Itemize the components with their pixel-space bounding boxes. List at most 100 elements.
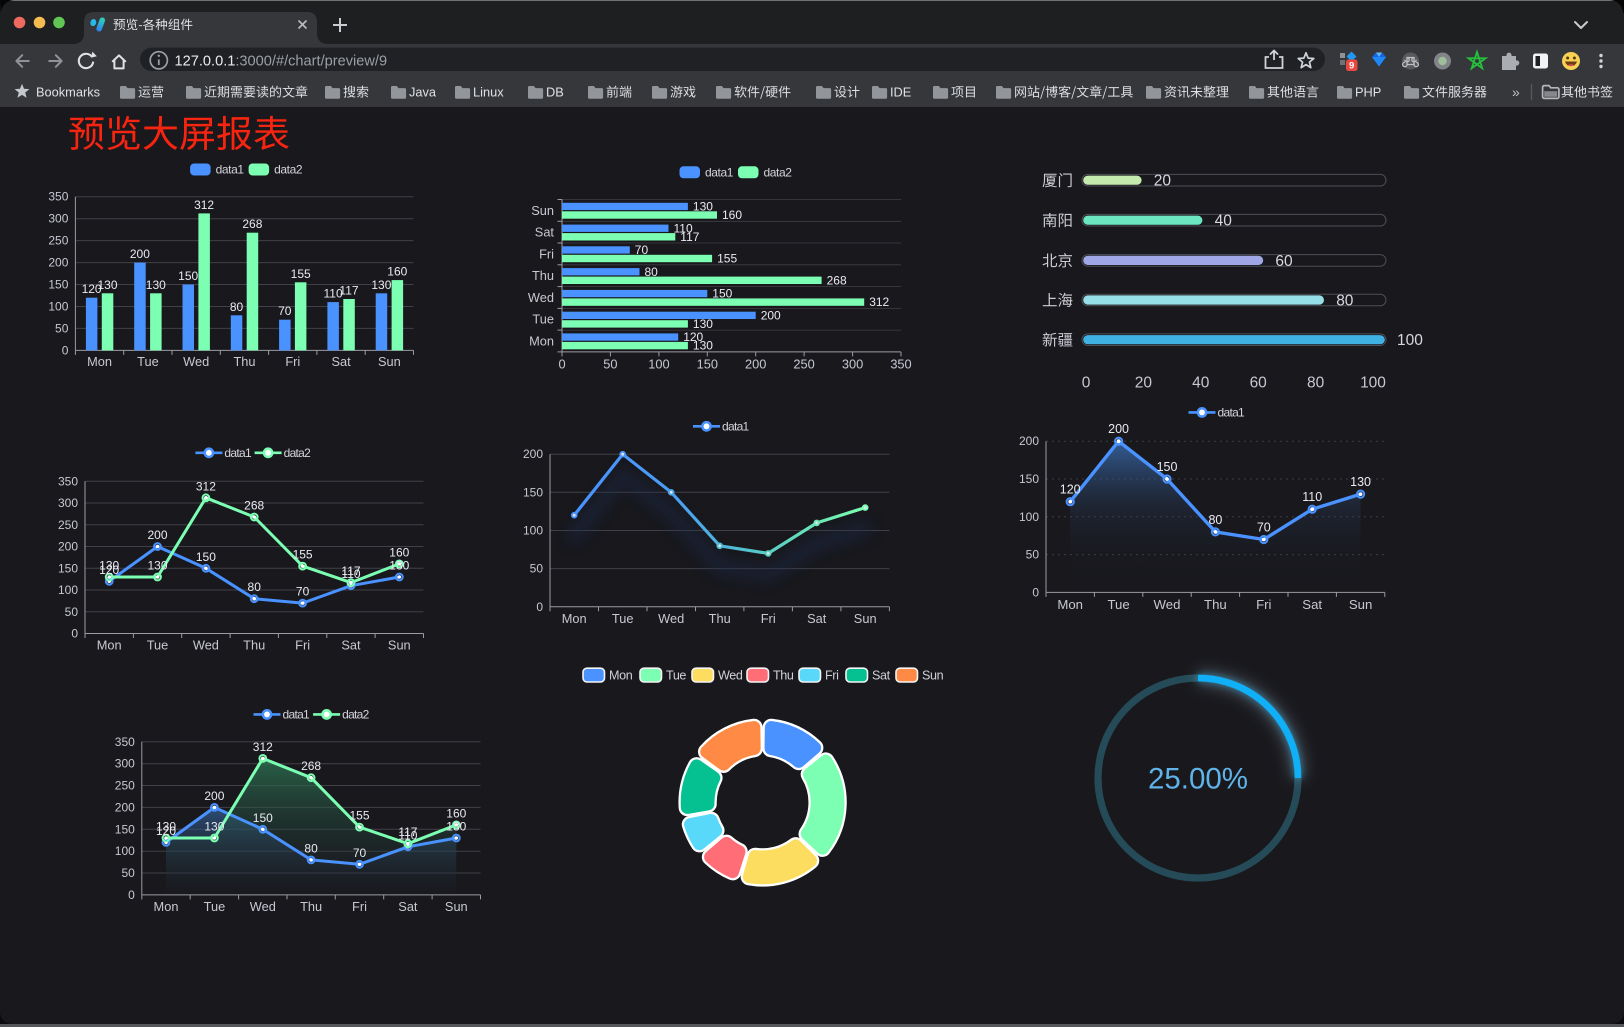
svg-text:150: 150 (178, 269, 198, 283)
svg-text:268: 268 (301, 759, 321, 773)
svg-text:120: 120 (683, 330, 703, 344)
svg-text:80: 80 (1307, 375, 1325, 392)
svg-text:120: 120 (1060, 483, 1081, 497)
svg-text:160: 160 (387, 265, 407, 279)
svg-text:Fri: Fri (352, 899, 367, 914)
svg-text:100: 100 (48, 300, 68, 314)
svg-text:Wed: Wed (718, 669, 743, 683)
svg-text:120: 120 (82, 282, 102, 296)
svg-text:20: 20 (1135, 375, 1153, 392)
svg-text:117: 117 (341, 564, 360, 578)
svg-text:25.00%: 25.00% (1148, 763, 1248, 796)
svg-text:Sat: Sat (872, 669, 891, 683)
svg-text:Wed: Wed (658, 611, 684, 626)
svg-text:155: 155 (349, 809, 369, 823)
svg-text:130: 130 (446, 820, 466, 834)
svg-text:50: 50 (121, 866, 135, 880)
svg-text:100: 100 (115, 844, 135, 858)
svg-text:Fri: Fri (295, 638, 310, 653)
svg-text:130: 130 (146, 278, 166, 292)
svg-text:130: 130 (97, 278, 117, 292)
svg-text:Bookmarks: Bookmarks (36, 85, 100, 100)
svg-text:data1: data1 (705, 165, 734, 179)
svg-text:70: 70 (635, 243, 649, 257)
svg-text:150: 150 (1019, 472, 1039, 486)
svg-text:50: 50 (603, 356, 617, 371)
svg-text:Java: Java (409, 85, 437, 100)
svg-text:Thu: Thu (709, 611, 731, 626)
svg-text:100: 100 (648, 356, 669, 371)
svg-text:40: 40 (1215, 213, 1233, 230)
svg-text:130: 130 (389, 559, 409, 573)
svg-text:Mon: Mon (609, 669, 633, 683)
svg-text:data2: data2 (274, 163, 303, 177)
svg-text:Sat: Sat (1302, 597, 1322, 612)
svg-text:Fri: Fri (539, 246, 554, 261)
svg-text:200: 200 (130, 247, 150, 261)
svg-text:312: 312 (196, 479, 216, 493)
svg-text:data1: data1 (1218, 406, 1246, 420)
svg-text:250: 250 (793, 356, 814, 371)
svg-text:Thu: Thu (532, 268, 554, 283)
svg-text:data1: data1 (216, 163, 245, 177)
svg-text:130: 130 (1350, 475, 1371, 489)
svg-text:data2: data2 (342, 708, 370, 722)
svg-text:IDE: IDE (890, 85, 911, 100)
svg-text:160: 160 (446, 806, 466, 820)
svg-text:200: 200 (523, 447, 543, 461)
svg-text:Tue: Tue (147, 638, 169, 653)
svg-text:Fri: Fri (761, 611, 776, 626)
svg-text:117: 117 (398, 825, 417, 839)
svg-text:Tue: Tue (137, 354, 159, 369)
svg-text:Fri: Fri (285, 354, 300, 369)
svg-text:Sun: Sun (922, 669, 944, 683)
svg-text:data2: data2 (764, 165, 793, 179)
svg-text:300: 300 (58, 496, 78, 510)
svg-text:110: 110 (398, 828, 417, 842)
svg-text:70: 70 (353, 846, 367, 860)
svg-text:130: 130 (99, 559, 119, 573)
svg-text:100: 100 (58, 583, 78, 597)
svg-text:200: 200 (48, 256, 68, 270)
svg-text:120: 120 (156, 824, 176, 838)
svg-text:Mon: Mon (1057, 597, 1083, 612)
svg-text:20: 20 (1154, 173, 1172, 190)
svg-text:Fri: Fri (825, 669, 839, 683)
svg-text:80: 80 (248, 580, 262, 594)
svg-text:Tue: Tue (666, 669, 686, 683)
svg-text:9: 9 (1349, 61, 1354, 72)
svg-text:155: 155 (291, 267, 311, 281)
svg-text:130: 130 (147, 559, 167, 573)
svg-text:Tue: Tue (1107, 597, 1129, 612)
svg-text:110: 110 (341, 567, 360, 581)
svg-text:130: 130 (693, 317, 713, 331)
svg-text:Wed: Wed (250, 899, 276, 914)
svg-text:Tue: Tue (532, 312, 554, 327)
svg-text:Mon: Mon (154, 899, 179, 914)
svg-text:127.0.0.1:3000/#/chart/preview: 127.0.0.1:3000/#/chart/preview/9 (175, 53, 388, 69)
svg-text:130: 130 (371, 278, 391, 292)
svg-text:Sun: Sun (854, 611, 877, 626)
svg-text:200: 200 (58, 540, 78, 554)
svg-text:Mon: Mon (562, 611, 587, 626)
svg-text:100: 100 (1397, 332, 1423, 349)
svg-text:350: 350 (48, 190, 68, 204)
svg-text:110: 110 (674, 221, 693, 235)
svg-text:0: 0 (71, 627, 78, 641)
svg-text:312: 312 (869, 295, 889, 309)
svg-text:150: 150 (48, 278, 68, 292)
svg-text:300: 300 (115, 757, 135, 771)
svg-text:110: 110 (1302, 490, 1322, 504)
svg-text:312: 312 (253, 740, 273, 754)
svg-text:Thu: Thu (233, 354, 255, 369)
svg-text:40: 40 (1192, 375, 1210, 392)
svg-text:130: 130 (693, 339, 713, 353)
svg-text:80: 80 (1208, 513, 1222, 527)
svg-text:350: 350 (890, 356, 911, 371)
svg-text:150: 150 (697, 356, 718, 371)
svg-text:130: 130 (693, 200, 713, 214)
svg-text:250: 250 (115, 779, 135, 793)
svg-text:150: 150 (58, 561, 78, 575)
svg-text:Mon: Mon (87, 354, 112, 369)
svg-text:268: 268 (242, 217, 262, 231)
